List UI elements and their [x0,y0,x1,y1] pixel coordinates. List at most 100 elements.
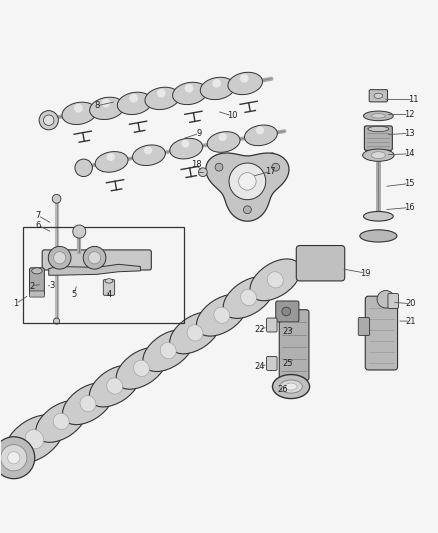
Circle shape [48,246,71,269]
Ellipse shape [212,79,221,87]
Ellipse shape [223,277,274,318]
Ellipse shape [363,149,394,161]
Ellipse shape [187,325,203,341]
Bar [22,227,184,323]
Ellipse shape [53,413,69,430]
Ellipse shape [240,74,249,83]
Text: 2: 2 [29,281,35,290]
Ellipse shape [25,430,44,449]
Ellipse shape [5,415,64,464]
FancyBboxPatch shape [29,268,44,295]
Text: 5: 5 [71,289,77,298]
Ellipse shape [244,125,277,146]
Ellipse shape [181,140,190,148]
Text: 14: 14 [404,149,414,158]
FancyBboxPatch shape [358,318,370,335]
Text: 23: 23 [283,327,293,336]
Text: 17: 17 [265,167,276,176]
Ellipse shape [160,343,176,359]
Ellipse shape [280,380,302,393]
Ellipse shape [132,145,166,166]
Circle shape [43,115,54,125]
Ellipse shape [256,126,264,134]
Circle shape [229,163,266,200]
Circle shape [282,307,290,316]
Text: 7: 7 [35,211,40,220]
Text: 10: 10 [227,111,237,120]
Ellipse shape [170,312,220,354]
FancyBboxPatch shape [267,318,277,332]
Ellipse shape [267,272,283,288]
Text: 15: 15 [404,179,414,188]
Ellipse shape [285,383,297,390]
Circle shape [0,437,35,479]
FancyBboxPatch shape [388,294,399,309]
Text: 6: 6 [35,221,40,230]
FancyBboxPatch shape [267,357,277,370]
Circle shape [244,206,251,214]
Text: 19: 19 [360,269,371,278]
Circle shape [215,163,223,171]
Ellipse shape [368,126,389,132]
Ellipse shape [116,348,167,389]
Ellipse shape [134,360,149,376]
Text: 12: 12 [404,110,414,119]
Ellipse shape [173,82,207,104]
Circle shape [88,252,101,264]
Ellipse shape [228,72,262,95]
Ellipse shape [214,307,230,324]
Circle shape [39,111,58,130]
Ellipse shape [106,153,115,161]
FancyBboxPatch shape [42,250,151,270]
Ellipse shape [207,132,240,152]
Circle shape [75,159,92,176]
Text: 16: 16 [403,203,414,212]
Text: 1: 1 [13,299,18,308]
Ellipse shape [240,289,257,305]
Text: 21: 21 [405,317,416,326]
Ellipse shape [144,147,152,155]
Text: 8: 8 [94,101,99,110]
Text: 18: 18 [191,160,201,169]
Circle shape [198,168,207,176]
FancyBboxPatch shape [296,246,345,281]
Ellipse shape [219,133,227,141]
Ellipse shape [250,259,301,301]
FancyBboxPatch shape [276,301,299,322]
FancyBboxPatch shape [365,296,398,370]
Ellipse shape [145,87,180,110]
Ellipse shape [200,77,235,100]
Text: 24: 24 [254,361,265,370]
Ellipse shape [184,84,193,93]
Text: 22: 22 [254,325,265,334]
FancyBboxPatch shape [279,310,309,381]
Circle shape [272,163,280,171]
Text: 20: 20 [405,299,416,308]
Circle shape [52,195,61,203]
Ellipse shape [272,375,310,399]
Circle shape [53,252,66,264]
Ellipse shape [157,89,166,98]
Ellipse shape [105,279,113,283]
Ellipse shape [117,92,152,115]
Ellipse shape [36,400,87,442]
Polygon shape [49,264,141,275]
Text: 3: 3 [49,281,55,290]
Ellipse shape [89,365,140,407]
Text: 25: 25 [283,359,293,368]
Text: 11: 11 [408,95,419,104]
Text: 4: 4 [106,290,112,300]
Ellipse shape [62,102,97,125]
FancyBboxPatch shape [364,126,392,150]
Ellipse shape [364,111,393,120]
Text: 13: 13 [403,129,414,138]
Ellipse shape [371,114,385,118]
Circle shape [83,246,106,269]
Ellipse shape [102,99,110,108]
Circle shape [377,290,395,308]
FancyBboxPatch shape [369,90,388,102]
Ellipse shape [196,294,247,336]
Ellipse shape [374,93,383,99]
Ellipse shape [74,104,83,112]
FancyBboxPatch shape [103,280,115,295]
